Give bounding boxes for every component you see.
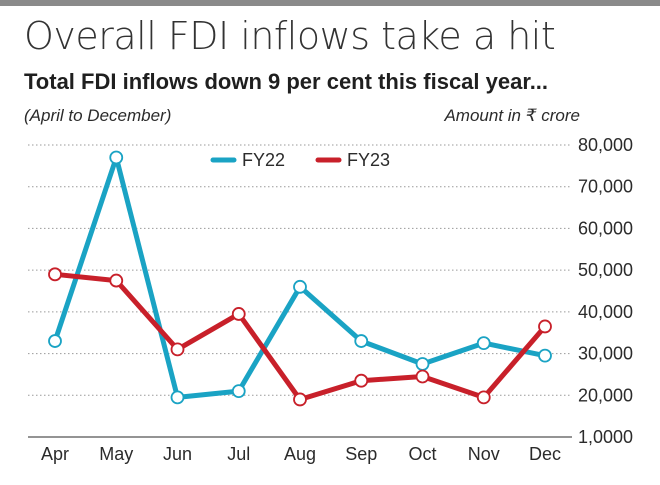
x-tick-label: Aug bbox=[284, 444, 316, 464]
data-point-fy23 bbox=[293, 392, 307, 407]
series-lines bbox=[52, 155, 548, 402]
y-tick-label: 80,000 bbox=[578, 135, 633, 155]
data-point-fy23 bbox=[48, 267, 62, 282]
data-point-fy22 bbox=[109, 150, 124, 165]
data-point-fy22 bbox=[476, 336, 491, 351]
x-tick-label: Oct bbox=[408, 444, 436, 464]
y-tick-label: 1,0000 bbox=[578, 427, 633, 447]
data-point-fy22 bbox=[293, 279, 307, 294]
x-tick-label: Nov bbox=[468, 444, 500, 464]
data-point-fy22 bbox=[231, 384, 246, 399]
data-point-fy22 bbox=[48, 334, 62, 348]
period-note: (April to December) bbox=[24, 106, 172, 125]
subheadline: Total FDI inflows down 9 per cent this f… bbox=[24, 69, 549, 94]
data-point-fy22 bbox=[170, 390, 185, 405]
x-tick-label: May bbox=[99, 444, 133, 464]
x-axis-ticks: Apr May Jun Jul Aug Sep Oct Nov Dec bbox=[41, 444, 561, 464]
y-tick-label: 40,000 bbox=[578, 302, 633, 322]
data-point-fy23 bbox=[415, 369, 430, 384]
x-tick-label: Sep bbox=[345, 444, 377, 464]
y-axis-ticks: 80,000 70,000 60,000 50,000 40,000 30,000 20,0… bbox=[578, 135, 633, 447]
data-point-fy23 bbox=[538, 319, 552, 334]
data-point-fy22 bbox=[538, 348, 552, 363]
x-tick-label: Apr bbox=[41, 444, 69, 464]
data-point-fy23 bbox=[354, 373, 369, 388]
y-tick-label: 30,000 bbox=[578, 344, 633, 364]
y-tick-label: 60,000 bbox=[578, 218, 633, 238]
series-points bbox=[48, 150, 552, 407]
data-point-fy23 bbox=[109, 273, 124, 288]
data-point-fy23 bbox=[231, 307, 246, 321]
x-tick-label: Jul bbox=[227, 444, 250, 464]
y-tick-label: 70,000 bbox=[578, 177, 633, 197]
data-point-fy23 bbox=[170, 342, 185, 357]
unit-note: Amount in ₹ crore bbox=[444, 106, 580, 125]
data-point-fy22 bbox=[354, 334, 369, 348]
data-point-fy23 bbox=[476, 390, 491, 405]
series-line-fy22 bbox=[52, 155, 548, 400]
legend-label-fy22: FY22 bbox=[242, 150, 285, 170]
x-tick-label: Dec bbox=[529, 444, 561, 464]
x-tick-label: Jun bbox=[163, 444, 192, 464]
y-tick-label: 20,000 bbox=[578, 385, 633, 405]
y-tick-label: 50,000 bbox=[578, 260, 633, 280]
data-point-fy22 bbox=[415, 357, 430, 371]
top-bar bbox=[0, 0, 660, 6]
legend: FY22 FY23 bbox=[210, 150, 390, 170]
headline: Overall FDI inflows take a hit bbox=[24, 14, 556, 58]
legend-label-fy23: FY23 bbox=[347, 150, 390, 170]
